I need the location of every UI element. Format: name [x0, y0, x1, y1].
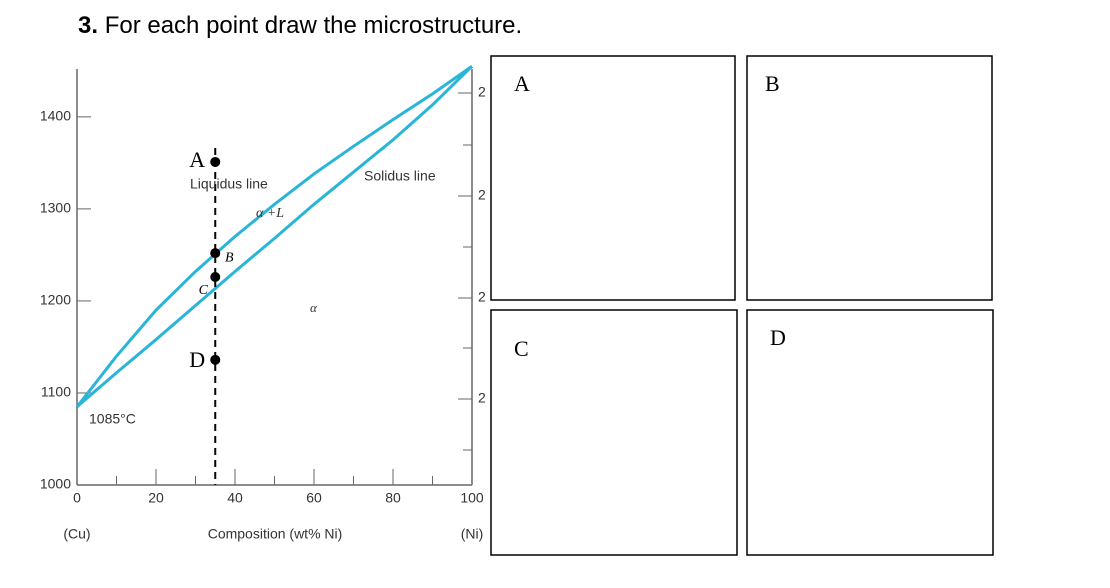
- box-label: C: [514, 336, 529, 361]
- annotation: Liquidus line: [190, 176, 268, 192]
- y-tick-label: 1200: [40, 292, 71, 308]
- annotation: α +L: [256, 206, 284, 221]
- annotation: 1085°C: [89, 411, 136, 427]
- x-tick-label: 40: [227, 490, 243, 506]
- x-tick-label: 0: [73, 490, 81, 506]
- annotation: α: [310, 300, 318, 315]
- point: [210, 354, 221, 365]
- box-label: D: [770, 325, 786, 350]
- x-tick-label: 60: [306, 490, 322, 506]
- right-tick-label: 2: [478, 187, 486, 203]
- y-tick-label: 1300: [40, 200, 71, 216]
- point-label: B: [225, 250, 234, 265]
- x-left-label: (Cu): [63, 526, 90, 542]
- answer-box: [490, 55, 736, 301]
- right-tick-label: 2: [478, 289, 486, 305]
- question-number: 3.: [78, 12, 98, 39]
- point: [210, 156, 221, 167]
- point: [210, 248, 221, 259]
- phase-line: [75, 65, 473, 408]
- x-right-label: (Ni): [461, 526, 484, 542]
- box-label: B: [765, 71, 780, 96]
- y-tick-label: 1100: [41, 384, 71, 400]
- answer-box: [746, 309, 994, 556]
- x-tick-label: 20: [148, 490, 164, 506]
- point: [210, 272, 221, 282]
- point-label: D: [189, 347, 205, 372]
- phase-line: [76, 65, 474, 408]
- y-tick-label: 1000: [40, 476, 71, 492]
- x-tick-label: 100: [460, 490, 484, 506]
- point-label: C: [199, 283, 209, 298]
- question-text: For each point draw the microstructure.: [105, 12, 523, 39]
- y-tick-label: 1400: [40, 108, 71, 124]
- x-label: Composition (wt% Ni): [208, 526, 343, 542]
- point-label: A: [189, 147, 205, 172]
- x-tick-label: 80: [385, 490, 401, 506]
- right-tick-label: 2: [478, 390, 486, 406]
- right-tick-label: 2: [478, 84, 486, 100]
- box-label: A: [514, 71, 530, 96]
- question: 3. For each point draw the microstructur…: [78, 12, 522, 39]
- answer-box: [746, 55, 993, 301]
- answer-box: [490, 309, 738, 556]
- annotation: Solidus line: [364, 168, 436, 184]
